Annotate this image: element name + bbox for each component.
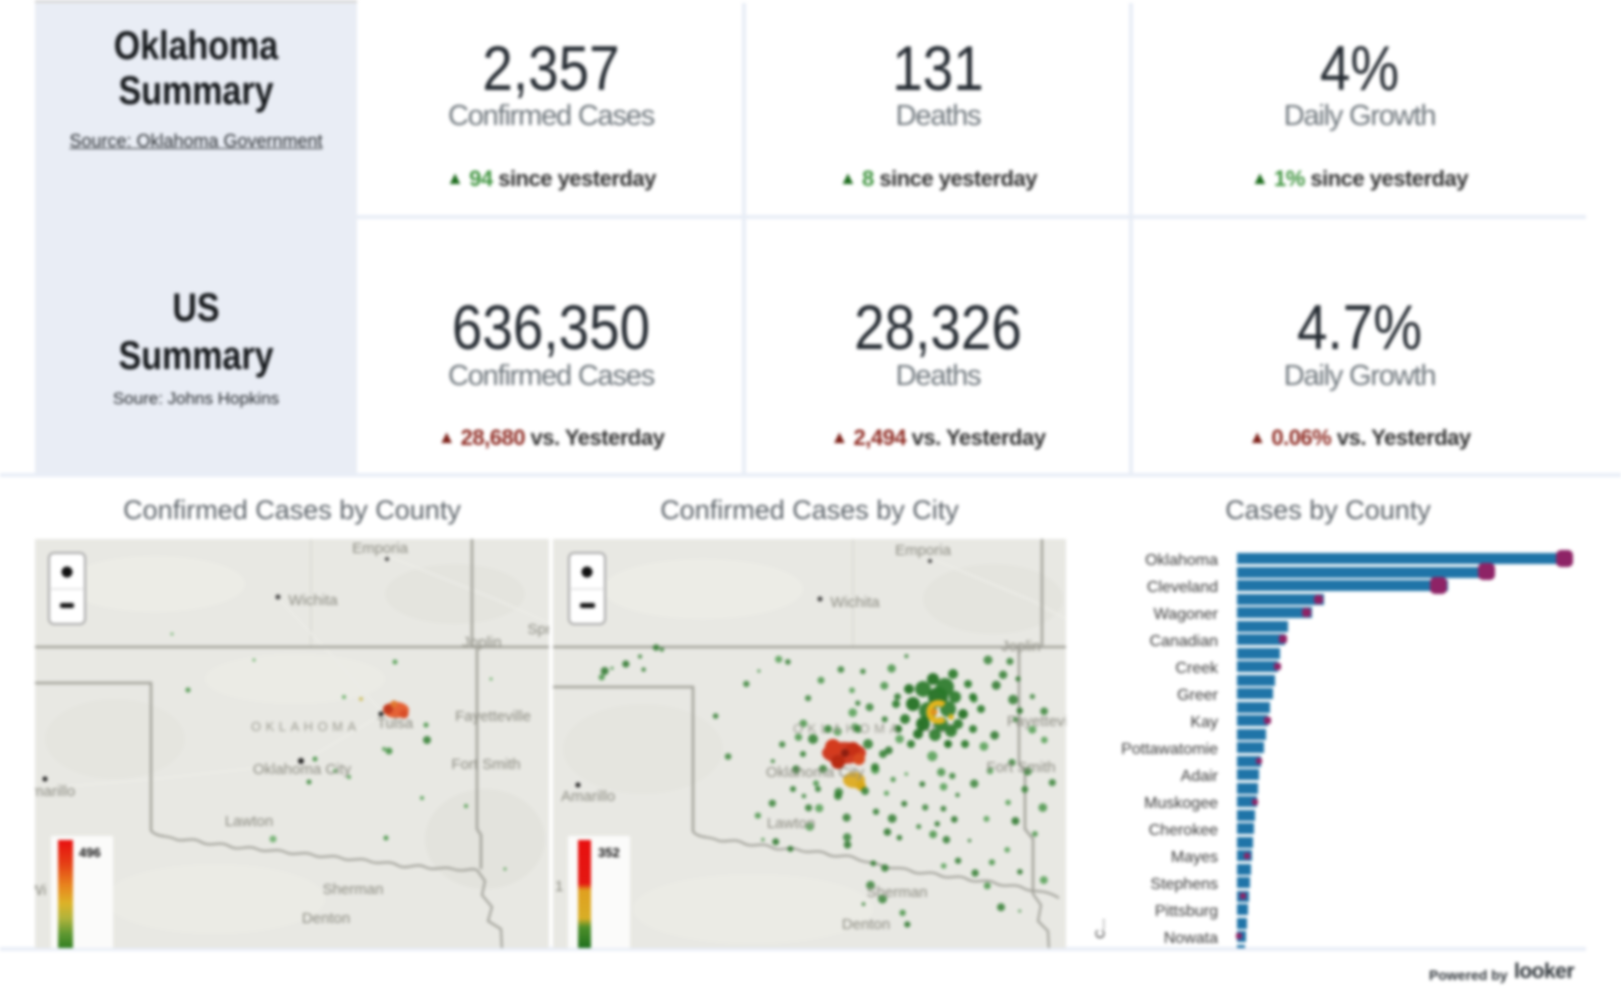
svg-text:Sherman: Sherman	[867, 884, 928, 901]
svg-text:Sherman: Sherman	[323, 881, 384, 898]
svg-text:Fort Smith: Fort Smith	[451, 756, 520, 773]
svg-text:Joplin: Joplin	[1001, 638, 1040, 655]
svg-text:Sprin: Sprin	[527, 621, 549, 638]
svg-text:Wichita: Wichita	[830, 594, 880, 611]
svg-text:Joplin: Joplin	[462, 634, 501, 651]
svg-text:1: 1	[555, 878, 563, 895]
svg-text:Tulsa: Tulsa	[377, 715, 414, 732]
svg-text:Denton: Denton	[302, 910, 350, 927]
svg-text:Lawton: Lawton	[767, 815, 815, 832]
svg-text:Oklahoma City: Oklahoma City	[766, 764, 865, 781]
svg-text:OKLAHOMA: OKLAHOMA	[793, 721, 903, 736]
svg-text:Fayetteville: Fayetteville	[455, 708, 531, 725]
svg-text:Emporia: Emporia	[352, 540, 409, 557]
svg-text:Emporia: Emporia	[895, 542, 952, 559]
svg-text:352: 352	[598, 845, 620, 860]
svg-text:Wichita: Wichita	[288, 592, 338, 609]
svg-text:Lawton: Lawton	[225, 813, 273, 830]
svg-text:Amarillo: Amarillo	[561, 788, 615, 805]
svg-text:OKLAHOMA: OKLAHOMA	[251, 719, 361, 734]
svg-text:Amarillo: Amarillo	[35, 783, 75, 800]
svg-text:Wi: Wi	[35, 882, 47, 899]
svg-text:Fort Smith: Fort Smith	[986, 759, 1055, 776]
svg-text:Denton: Denton	[842, 916, 890, 933]
svg-text:Fayettevil: Fayettevil	[1007, 713, 1066, 730]
svg-text:496: 496	[79, 845, 101, 860]
svg-text:Oklahoma City: Oklahoma City	[253, 761, 352, 778]
